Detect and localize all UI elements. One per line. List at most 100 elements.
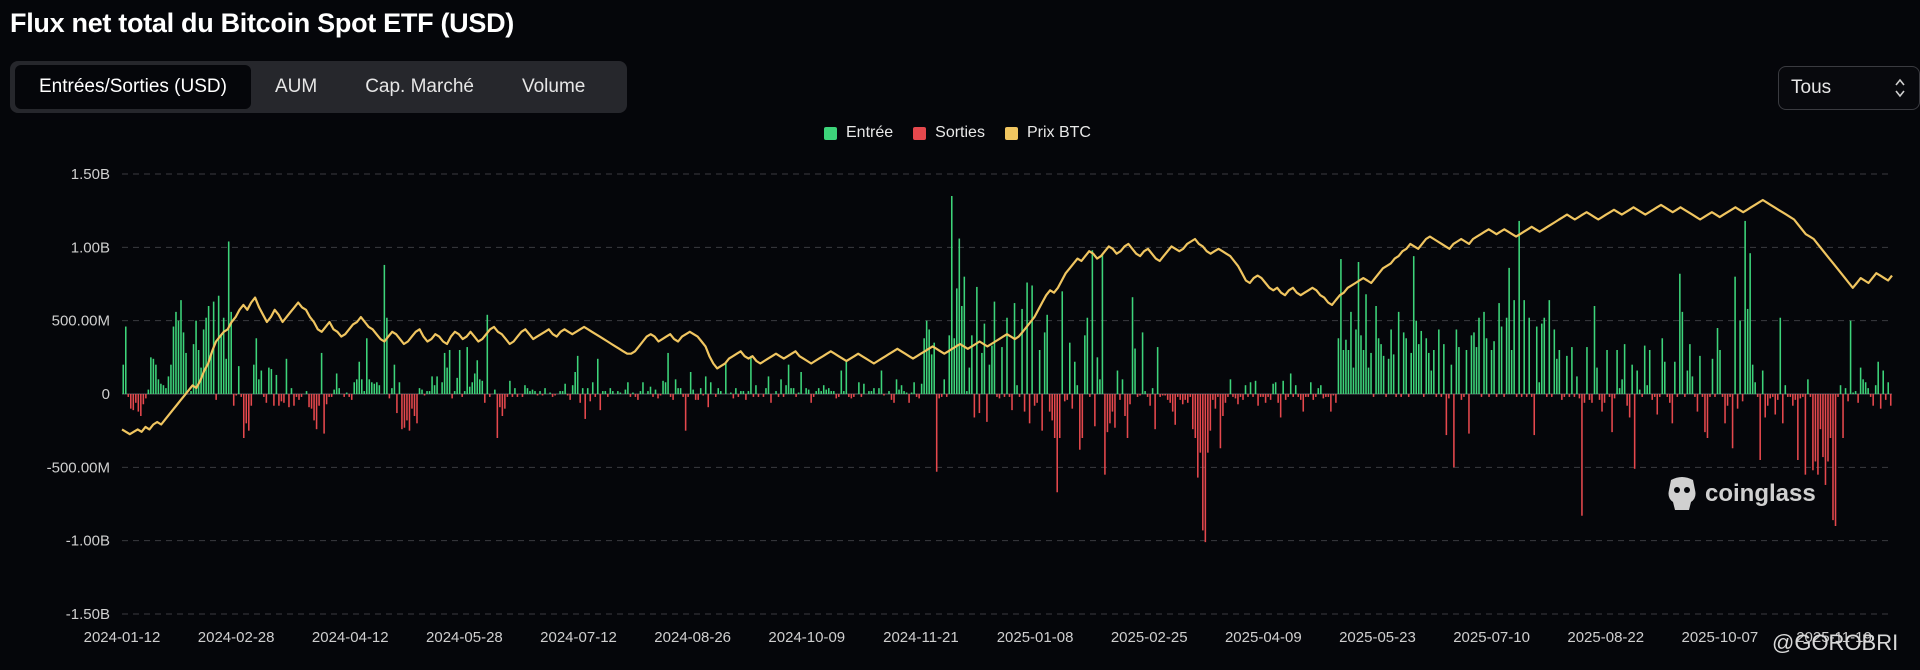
outflow-bar (1106, 394, 1109, 433)
outflow-bar (1053, 394, 1056, 438)
outflow-bar (1081, 394, 1084, 438)
legend-swatch-btc-price (1004, 126, 1018, 140)
inflow-bar (1340, 259, 1342, 394)
inflow-bar (290, 388, 293, 394)
inflow-bar (526, 388, 529, 394)
tab-market-cap[interactable]: Cap. Marché (365, 76, 474, 97)
inflow-bar (1294, 385, 1297, 394)
outflow-bar (245, 394, 248, 424)
outflow-bar (1174, 394, 1176, 425)
outflow-bar (551, 394, 554, 397)
inflow-bar (345, 392, 348, 394)
outflow-bar (1889, 394, 1892, 406)
inflow-bar (210, 352, 212, 394)
outflow-bar (589, 394, 592, 402)
inflow-bar (1558, 350, 1561, 394)
inflow-bar (1320, 385, 1322, 394)
inflow-bar (371, 382, 373, 394)
inflow-bar (900, 385, 903, 394)
inflow-bar (1638, 389, 1641, 394)
inflow-bar (747, 391, 750, 394)
inflow-bar (1689, 344, 1691, 394)
outflow-bar (1789, 394, 1792, 397)
outflow-bar (938, 394, 940, 399)
outflow-bar (1372, 394, 1375, 397)
inflow-bar (398, 382, 401, 394)
outflow-bar (1802, 394, 1804, 397)
outflow-bar (1192, 394, 1194, 430)
outflow-bar (1267, 394, 1269, 397)
outflow-bar (280, 394, 283, 402)
inflow-bar (1553, 329, 1556, 394)
inflow-bar (928, 329, 930, 394)
outflow-bar (762, 394, 765, 397)
outflow-bar (396, 394, 398, 414)
tab-volume[interactable]: Volume (521, 76, 586, 97)
outflow-bar (945, 394, 948, 397)
inflow-bar (1402, 332, 1405, 394)
legend-item-outflow[interactable]: Sorties (913, 124, 985, 142)
outflow-bar (1581, 394, 1583, 516)
inflow-bar (1412, 256, 1415, 394)
flow-chart[interactable]: 1.50B 1.00B 500.00M 0 -500.00M -1.00B -1.50B 2… (0, 150, 1920, 650)
outflow-bar (1277, 394, 1279, 403)
outflow-bar (1222, 394, 1224, 416)
inflow-bar (1576, 376, 1578, 394)
inflow-bar (1367, 367, 1370, 394)
outflow-bar (1842, 394, 1844, 438)
outflow-bar (1232, 394, 1234, 397)
inflow-bar (878, 388, 880, 394)
legend-item-inflow[interactable]: Entrée (824, 124, 893, 142)
inflow-bar (1043, 332, 1046, 394)
inflow-bar (1849, 320, 1852, 394)
inflow-bar (1852, 392, 1854, 394)
outflow-bar (795, 394, 797, 397)
inflow-bar (217, 295, 220, 394)
outflow-bar (1129, 394, 1131, 405)
inflow-bar (820, 391, 822, 394)
inflow-bar (1001, 347, 1003, 394)
inflow-bar (787, 364, 790, 394)
inflow-bar (709, 382, 712, 394)
outflow-bar (1159, 394, 1161, 397)
inflow-bar (689, 372, 692, 394)
inflow-bar (662, 380, 664, 394)
outflow-bar (496, 394, 499, 438)
inflow-bar (692, 389, 694, 394)
inflow-bar (868, 391, 870, 394)
outflow-bar (1626, 394, 1628, 406)
inflow-bar (463, 391, 466, 394)
tab-inflow-outflow[interactable]: Entrées/Sorties (USD) (15, 65, 251, 109)
inflow-bar (953, 338, 956, 394)
inflow-bar (1674, 361, 1676, 394)
inflow-bar (612, 391, 614, 394)
outflow-bar (1056, 394, 1058, 493)
outflow-bar (330, 394, 333, 397)
outflow-bar (1641, 394, 1643, 397)
outflow-bar (298, 394, 300, 400)
outflow-bar (1089, 394, 1091, 397)
inflow-bar (1485, 338, 1488, 394)
tab-aum[interactable]: AUM (274, 76, 318, 97)
inflow-bar (735, 388, 737, 394)
inflow-bar (1352, 367, 1355, 394)
outflow-bar (315, 394, 318, 430)
inflow-bar (632, 392, 634, 394)
inflow-bar (549, 392, 551, 394)
outflow-bar (1186, 394, 1189, 403)
y-tick-label: 0 (102, 386, 110, 403)
inflow-bar (1274, 382, 1277, 394)
outflow-bar (1114, 394, 1116, 428)
inflow-bar (790, 388, 792, 394)
range-select[interactable]: Tous (1778, 66, 1920, 110)
inflow-bar (725, 361, 727, 394)
outflow-bar (263, 394, 265, 397)
outflow-bar (935, 394, 938, 472)
outflow-bar (1154, 394, 1156, 430)
outflow-bar (908, 394, 910, 403)
outflow-bar (142, 394, 145, 405)
legend-item-btc-price[interactable]: Prix BTC (1004, 124, 1091, 142)
outflow-bar (1812, 394, 1814, 471)
outflow-bar (283, 394, 285, 403)
inflow-bar (1538, 382, 1541, 394)
